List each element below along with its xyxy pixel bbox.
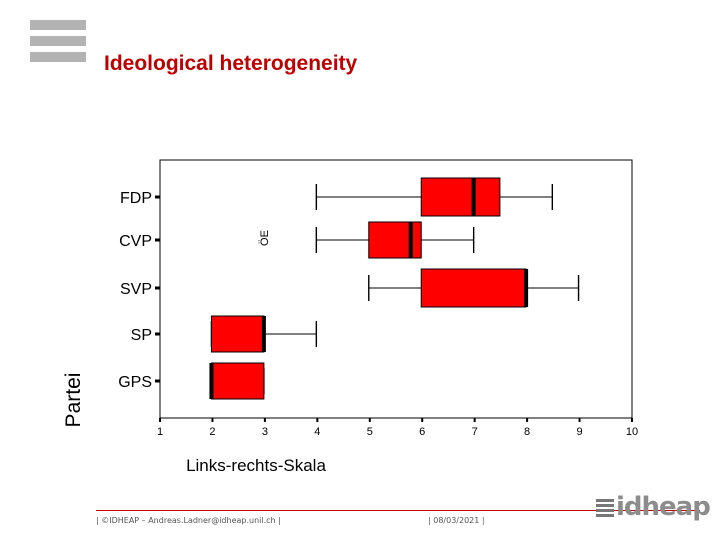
iqr-box bbox=[420, 268, 527, 308]
y-axis-label: Partei bbox=[62, 373, 85, 428]
logo-lines-icon bbox=[596, 499, 614, 519]
logo-bar bbox=[30, 20, 86, 30]
category-label: SVP bbox=[120, 281, 152, 298]
x-tick-label: 10 bbox=[626, 426, 638, 438]
iqr-box bbox=[210, 362, 265, 400]
x-tick-label: 3 bbox=[262, 426, 268, 438]
logo-bar bbox=[30, 52, 86, 62]
idheap-logo: idheap bbox=[596, 492, 711, 524]
footer-date: | 08/03/2021 | bbox=[428, 516, 485, 525]
logo-bar bbox=[30, 36, 86, 46]
x-tick-label: 9 bbox=[576, 426, 582, 438]
chart-annotation: ÖE bbox=[259, 230, 271, 246]
category-label: SP bbox=[131, 327, 152, 344]
x-tick-label: 6 bbox=[419, 426, 425, 438]
slide-title: Ideological heterogeneity bbox=[104, 52, 358, 75]
brand-wordmark: idheap bbox=[616, 492, 711, 522]
footer-credit: | ©IDHEAP – Andreas.Ladner@idheap.unil.c… bbox=[96, 516, 281, 525]
x-tick-label: 4 bbox=[314, 426, 320, 438]
x-tick-label: 5 bbox=[367, 426, 373, 438]
footer-divider bbox=[96, 510, 700, 511]
iqr-box bbox=[420, 177, 501, 217]
category-label: GPS bbox=[118, 374, 152, 391]
x-tick-label: 8 bbox=[524, 426, 530, 438]
x-tick-label: 1 bbox=[157, 426, 163, 438]
category-label: CVP bbox=[119, 233, 152, 250]
iqr-box bbox=[210, 315, 265, 353]
x-axis-label: Links-rechts-Skala bbox=[186, 456, 326, 475]
iqr-box bbox=[368, 221, 422, 259]
x-tick-label: 7 bbox=[472, 426, 478, 438]
category-label: FDP bbox=[120, 190, 152, 207]
slide-logo-bars bbox=[30, 20, 86, 68]
x-tick-label: 2 bbox=[209, 426, 215, 438]
